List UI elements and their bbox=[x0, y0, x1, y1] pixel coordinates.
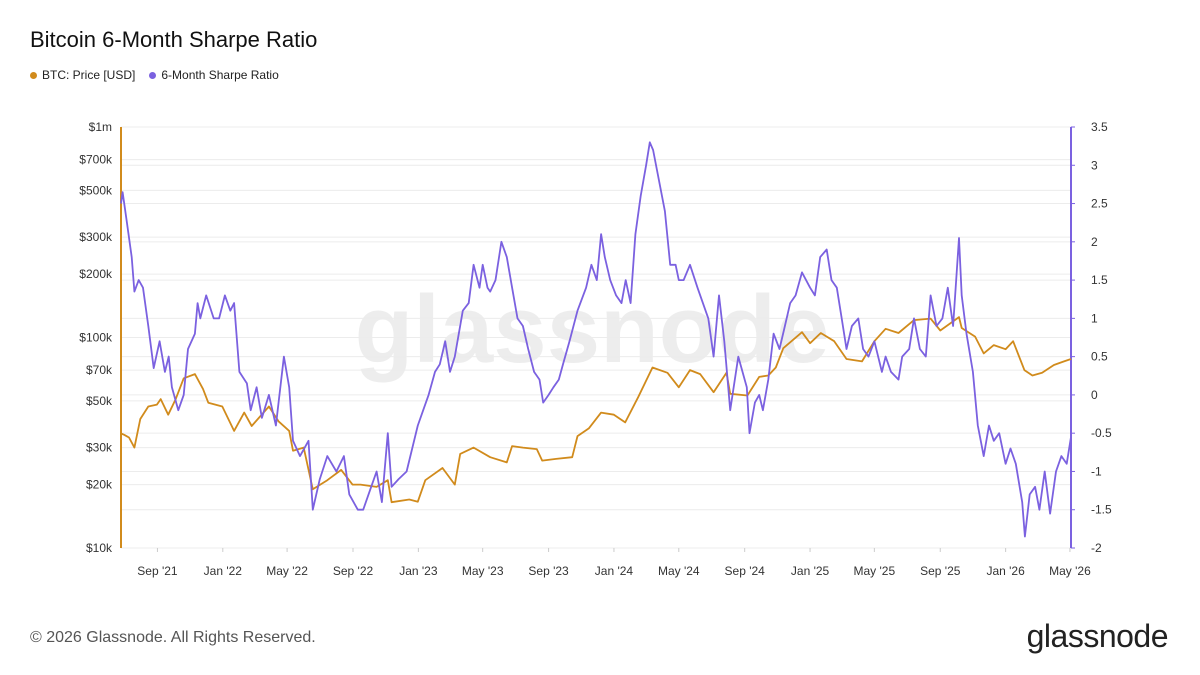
legend-item-sharpe[interactable]: 6-Month Sharpe Ratio bbox=[149, 68, 279, 82]
x-tick-label: May '24 bbox=[658, 564, 700, 578]
x-tick-label: Sep '24 bbox=[725, 564, 766, 578]
x-tick-label: Sep '22 bbox=[333, 564, 374, 578]
y-left-tick-label: $200k bbox=[79, 267, 113, 281]
y-right-tick-label: 3.5 bbox=[1091, 120, 1108, 134]
page-title: Bitcoin 6-Month Sharpe Ratio bbox=[30, 27, 318, 52]
y-right-tick-label: 1 bbox=[1091, 311, 1098, 325]
x-tick-label: Sep '23 bbox=[528, 564, 569, 578]
glassnode-logo: glassnode bbox=[1026, 618, 1169, 654]
y-left-tick-label: $20k bbox=[86, 478, 113, 492]
y-right-tick-label: 0 bbox=[1091, 388, 1098, 402]
y-left-tick-label: $10k bbox=[86, 541, 113, 555]
y-left-tick-label: $1m bbox=[89, 120, 112, 134]
y-left-tick-label: $70k bbox=[86, 363, 113, 377]
y-right-tick-label: -1.5 bbox=[1091, 503, 1112, 517]
series-layer bbox=[120, 141, 1072, 538]
legend-label-sharpe: 6-Month Sharpe Ratio bbox=[161, 68, 279, 82]
legend-label-price: BTC: Price [USD] bbox=[42, 68, 136, 82]
grid-layer bbox=[121, 126, 1071, 549]
series-line-sharpe-ratio bbox=[120, 141, 1072, 538]
x-tick-label: May '26 bbox=[1049, 564, 1091, 578]
copyright-footer: © 2026 Glassnode. All Rights Reserved. bbox=[30, 629, 316, 646]
x-tick-label: Jan '22 bbox=[204, 564, 243, 578]
y-right-tick-label: -1 bbox=[1091, 464, 1102, 478]
x-tick-label: Jan '24 bbox=[595, 564, 634, 578]
x-tick-label: May '22 bbox=[266, 564, 308, 578]
watermark-text: glassnode bbox=[355, 276, 830, 383]
series-line-btc-price bbox=[120, 316, 1072, 504]
y-right-tick-label: 2 bbox=[1091, 235, 1098, 249]
y-left-tick-label: $300k bbox=[79, 230, 113, 244]
y-left-tick-label: $50k bbox=[86, 394, 113, 408]
x-tick-label: Sep '21 bbox=[137, 564, 178, 578]
y-right-tick-label: 1.5 bbox=[1091, 273, 1108, 287]
legend-item-price[interactable]: BTC: Price [USD] bbox=[30, 68, 135, 82]
y-left-tick-label: $500k bbox=[79, 183, 113, 197]
y-right-tick-label: 3 bbox=[1091, 158, 1098, 172]
x-tick-label: May '25 bbox=[854, 564, 896, 578]
x-tick-label: Jan '25 bbox=[791, 564, 830, 578]
x-tick-label: Jan '23 bbox=[399, 564, 438, 578]
y-left-tick-label: $100k bbox=[79, 331, 113, 345]
y-right-tick-label: 2.5 bbox=[1091, 197, 1108, 211]
legend-dot-sharpe bbox=[149, 71, 157, 79]
y-right-tick-label: -2 bbox=[1091, 541, 1102, 555]
x-tick-label: Sep '25 bbox=[920, 564, 961, 578]
y-left-tick-label: $700k bbox=[79, 153, 113, 167]
y-right-tick-label: -0.5 bbox=[1091, 426, 1112, 440]
chart-legend: BTC: Price [USD] 6-Month Sharpe Ratio bbox=[30, 68, 279, 82]
x-tick-label: Jan '26 bbox=[986, 564, 1025, 578]
legend-dot-price bbox=[30, 71, 37, 79]
x-tick-label: May '23 bbox=[462, 564, 504, 578]
chart-canvas[interactable]: glassnode $10k $20k $30k $50k $70k $100k $200k… bbox=[0, 0, 1200, 600]
y-right-tick-label: 0.5 bbox=[1091, 350, 1108, 364]
y-left-tick-label: $30k bbox=[86, 441, 113, 455]
